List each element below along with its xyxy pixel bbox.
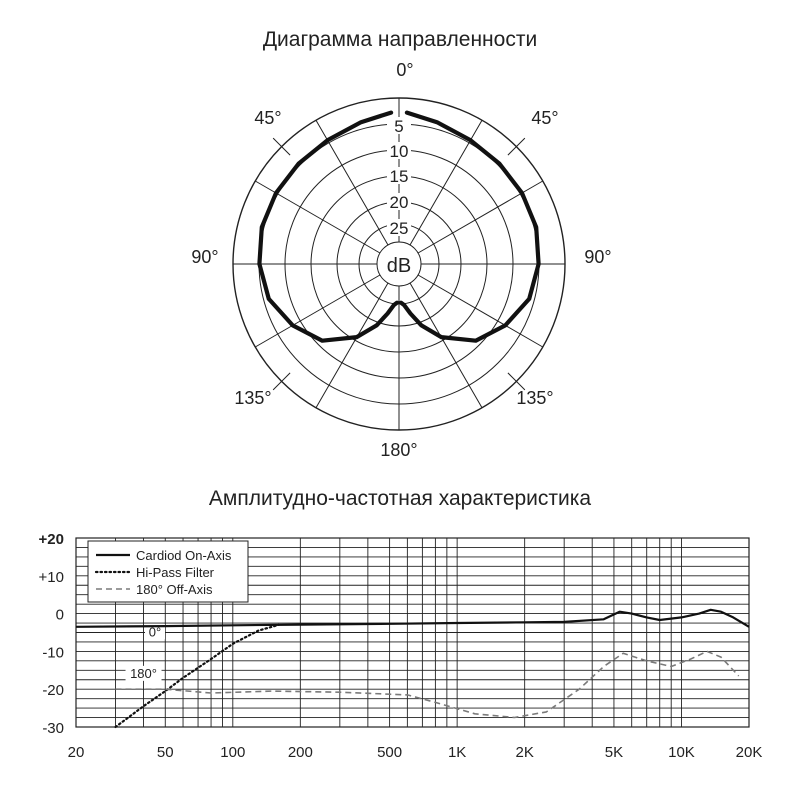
freq-annotation-0: 0° — [149, 624, 161, 639]
freq-annotation-1: 180° — [130, 666, 157, 681]
freq-legend-label-0: Cardiod On-Axis — [136, 548, 232, 563]
freq-x-tick-label: 5K — [605, 744, 623, 761]
polar-axis-tick — [272, 137, 291, 156]
frequency-chart-title: Амплитудно-частотная характеристика — [208, 487, 592, 510]
freq-annotation-bg — [145, 624, 166, 640]
polar-grid-spoke — [254, 180, 381, 254]
freq-x-tick-label: 10K — [668, 744, 695, 761]
freq-x-tick-label: 500 — [377, 744, 402, 761]
polar-angle-label-135: 135° — [516, 388, 553, 408]
polar-pattern-curve-left — [257, 110, 400, 343]
freq-y-tick-label: -30 — [42, 720, 64, 737]
polar-db-tick-label: 10 — [390, 142, 409, 161]
freq-series-line-2 — [115, 650, 740, 719]
polar-chart-title: Диаграмма направленности — [262, 28, 538, 51]
freq-y-tick-label: +20 — [39, 531, 64, 548]
freq-legend-label-1: Hi-Pass Filter — [136, 565, 215, 580]
freq-y-tick-label: -20 — [42, 682, 64, 699]
polar-db-tick-label: 5 — [394, 117, 403, 136]
polar-db-tick-label: 15 — [390, 167, 409, 186]
polar-axis-tick — [272, 372, 291, 391]
freq-x-tick-label: 20 — [68, 744, 85, 761]
polar-center-label: dB — [387, 255, 411, 277]
polar-pattern-chart: 5 10 15 20 25 dB 0° 45° 90° 135° 180° 135° 90° 45° — [191, 60, 611, 460]
polar-grid-spoke — [254, 274, 381, 348]
polar-tick-label-bg — [387, 117, 411, 134]
polar-axis-tick — [507, 372, 526, 391]
polar-grid-spoke — [417, 180, 544, 254]
polar-tick-label-bg — [387, 219, 411, 236]
polar-angle-label-225: 135° — [234, 388, 271, 408]
freq-x-tick-label: 2K — [515, 744, 533, 761]
freq-x-tick-label: 1K — [448, 744, 466, 761]
polar-grid-spoke — [315, 282, 389, 409]
polar-angle-label-0: 0° — [396, 60, 413, 80]
polar-db-tick-label: 20 — [390, 193, 409, 212]
freq-series-line-0 — [75, 608, 750, 628]
polar-tick-label-bg — [387, 167, 411, 184]
polar-grid-spoke — [417, 274, 544, 348]
polar-angle-label-270: 90° — [191, 247, 218, 267]
freq-plot-frame — [75, 537, 750, 728]
freq-legend-label-2: 180° Off-Axis — [136, 582, 213, 597]
polar-grid-spoke — [409, 282, 483, 409]
polar-axis-tick — [507, 137, 526, 156]
freq-x-tick-label: 200 — [288, 744, 313, 761]
freq-x-tick-label: 20K — [736, 744, 763, 761]
freq-x-tick-label: 50 — [157, 744, 174, 761]
polar-pattern-curve-right — [398, 110, 541, 343]
polar-angle-label-315: 45° — [254, 108, 281, 128]
polar-angle-label-45: 45° — [531, 108, 558, 128]
freq-annotation-bg — [125, 665, 162, 681]
freq-y-tick-label: 0 — [56, 607, 64, 624]
polar-angle-label-180: 180° — [380, 440, 417, 460]
freq-series-line-1 — [114, 623, 280, 729]
freq-x-tick-label: 100 — [220, 744, 245, 761]
polar-angle-label-90: 90° — [584, 247, 611, 267]
polar-tick-label-bg — [387, 142, 411, 159]
polar-tick-label-bg — [387, 193, 411, 210]
freq-y-tick-label: +10 — [39, 569, 64, 586]
freq-legend: Cardiod On-Axis Hi-Pass Filter 180° Off-Ax… — [87, 540, 249, 603]
polar-db-tick-label: 25 — [390, 219, 409, 238]
freq-y-tick-label: -10 — [42, 644, 64, 661]
